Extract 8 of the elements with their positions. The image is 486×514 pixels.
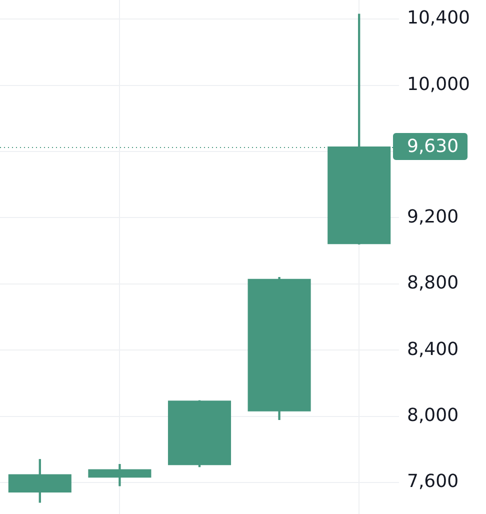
y-tick-label: 9,200 — [407, 206, 459, 228]
y-tick-label: 10,000 — [407, 74, 470, 95]
y-tick-label: 8,800 — [407, 272, 459, 294]
y-tick-label: 8,400 — [407, 338, 459, 360]
y-tick-label: 8,000 — [407, 405, 459, 426]
y-tick-label: 10,400 — [407, 8, 470, 29]
y-tick-label: 7,600 — [407, 471, 459, 492]
ref-line-label: 9,630 — [407, 136, 459, 158]
